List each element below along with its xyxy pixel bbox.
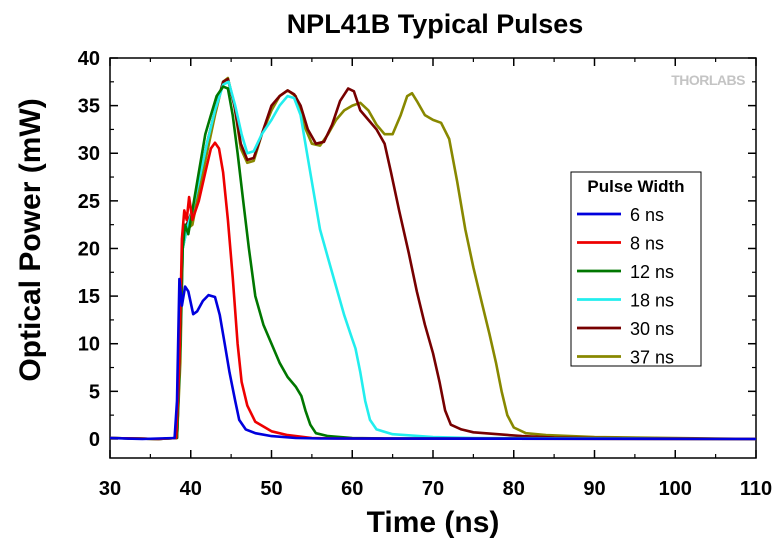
y-tick-label: 40 [78, 48, 100, 70]
legend-label: 8 ns [630, 234, 664, 254]
series-lines [109, 76, 757, 441]
series-line-8-ns [109, 141, 757, 441]
legend-box [570, 171, 702, 367]
y-tick-label: 35 [78, 96, 100, 118]
thorlabs-watermark: THORLABS [671, 72, 745, 88]
legend-label: 6 ns [630, 205, 664, 225]
legend-label: 18 ns [630, 291, 674, 311]
y-tick-label: 20 [78, 238, 100, 260]
x-tick-labels: 30 40 50 60 70 80 90 100 110 [99, 478, 772, 500]
x-tick-label: 40 [180, 478, 202, 500]
x-tick-label: 30 [99, 478, 121, 500]
legend-label: 12 ns [630, 262, 674, 282]
series-line-6-ns [109, 277, 757, 441]
chart-title: NPL41B Typical Pulses [287, 9, 584, 39]
y-axis-label: Optical Power (mW) [14, 98, 47, 381]
legend-label: 30 ns [630, 319, 674, 339]
y-tick-label: 0 [89, 429, 100, 451]
legend-label: 37 ns [630, 348, 674, 368]
x-tick-label: 70 [422, 478, 444, 500]
x-tick-label: 50 [260, 478, 282, 500]
y-tick-labels: 0 5 10 15 20 25 30 35 40 [78, 48, 100, 451]
x-tick-label: 80 [503, 478, 525, 500]
legend-title: Pulse Width [587, 177, 684, 196]
x-axis-label: Time (ns) [367, 506, 500, 539]
series-line-12-ns [109, 85, 757, 441]
y-tick-label: 25 [78, 191, 100, 213]
y-tick-label: 30 [78, 143, 100, 165]
y-tick-label: 15 [78, 286, 100, 308]
y-tick-label: 10 [78, 334, 100, 356]
x-tick-label: 110 [740, 478, 772, 500]
x-tick-label: 60 [341, 478, 363, 500]
x-tick-label: 90 [583, 478, 605, 500]
x-tick-label: 100 [659, 478, 692, 500]
y-tick-label: 5 [89, 381, 100, 403]
legend-items: 6 ns 8 ns 12 ns 18 ns 30 ns 37 ns [577, 205, 674, 368]
